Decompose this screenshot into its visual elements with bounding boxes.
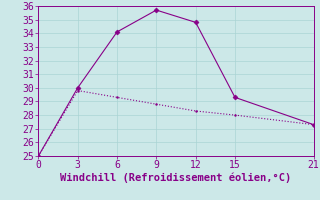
X-axis label: Windchill (Refroidissement éolien,°C): Windchill (Refroidissement éolien,°C) <box>60 173 292 183</box>
